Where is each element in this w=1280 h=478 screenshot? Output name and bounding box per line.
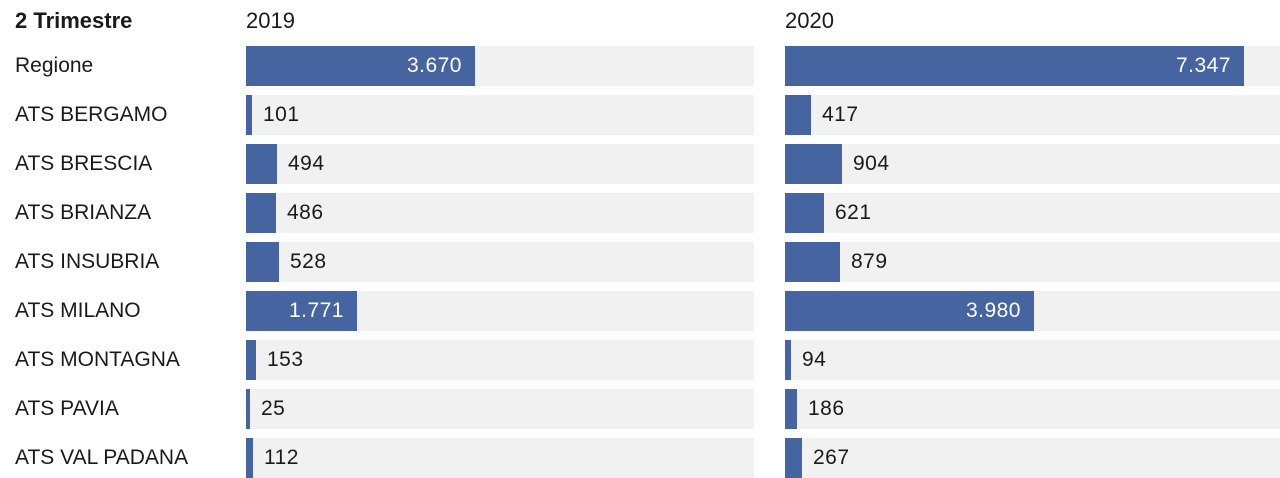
data-label: 112 [264,446,299,469]
bar-track: 3.670 [246,46,754,86]
bar-track: 417 [785,95,1280,135]
bar-track: 101 [246,95,754,135]
bar-track: 621 [785,193,1280,233]
bar [246,46,475,86]
data-label: 904 [853,152,890,175]
bar-track: 94 [785,340,1280,380]
data-label: 25 [261,397,286,420]
data-label: 153 [267,348,304,371]
bar-track: 112 [246,438,754,478]
bar-track: 879 [785,242,1280,282]
row-label: ATS BRESCIA [15,152,153,175]
bar-track: 153 [246,340,754,380]
bar [246,144,277,184]
data-label: 417 [822,103,859,126]
data-label: 3.670 [406,54,462,77]
bar [246,242,279,282]
bar [246,438,253,478]
data-label: 528 [290,250,327,273]
bar [246,340,256,380]
bar-track: 267 [785,438,1280,478]
data-label: 486 [287,201,324,224]
bar-track: 25 [246,389,754,429]
bar [246,193,276,233]
bar [785,242,840,282]
bar [246,291,357,331]
bar-track: 1.771 [246,291,754,331]
bar-track: 7.347 [785,46,1280,86]
bar-track: 3.980 [785,291,1280,331]
bar [785,291,1034,331]
row-label: ATS BERGAMO [15,103,168,126]
bar [785,438,802,478]
bar [785,193,824,233]
column-header-2019: 2019 [246,8,295,33]
bar [785,144,842,184]
row-label: ATS BRIANZA [15,201,152,224]
bar [785,389,797,429]
bar [785,46,1244,86]
row-label: ATS MONTAGNA [15,348,180,371]
row-label: ATS MILANO [15,299,141,322]
row-label: ATS VAL PADANA [15,446,189,469]
bar [785,340,791,380]
bar [785,95,811,135]
data-label: 621 [835,201,872,224]
bar-track: 904 [785,144,1280,184]
data-label: 101 [263,103,300,126]
data-label: 267 [813,446,850,469]
column-header-2020: 2020 [785,8,834,33]
data-label: 3.980 [965,299,1021,322]
row-label: ATS PAVIA [15,397,119,420]
label-column-header: 2 Trimestre [15,8,133,33]
bar [246,95,252,135]
data-label: 1.771 [288,299,344,322]
bar-track: 528 [246,242,754,282]
row-label: Regione [15,54,94,77]
data-label: 494 [288,152,325,175]
data-label: 186 [808,397,845,420]
data-label: 879 [851,250,888,273]
bar-track: 494 [246,144,754,184]
bar-track: 486 [246,193,754,233]
row-label: ATS INSUBRIA [15,250,160,273]
bar-track: 186 [785,389,1280,429]
data-label: 94 [802,348,827,371]
bar [246,389,250,429]
data-label: 7.347 [1175,54,1231,77]
